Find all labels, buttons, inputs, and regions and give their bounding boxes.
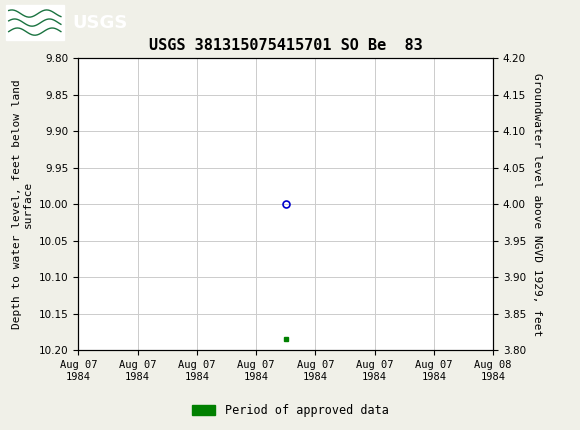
Y-axis label: Depth to water level, feet below land
surface: Depth to water level, feet below land su… xyxy=(12,80,33,329)
Legend: Period of approved data: Period of approved data xyxy=(187,399,393,422)
Y-axis label: Groundwater level above NGVD 1929, feet: Groundwater level above NGVD 1929, feet xyxy=(531,73,542,336)
Title: USGS 381315075415701 SO Be  83: USGS 381315075415701 SO Be 83 xyxy=(149,38,422,53)
Bar xyxy=(6,6,64,40)
Text: USGS: USGS xyxy=(72,14,128,31)
